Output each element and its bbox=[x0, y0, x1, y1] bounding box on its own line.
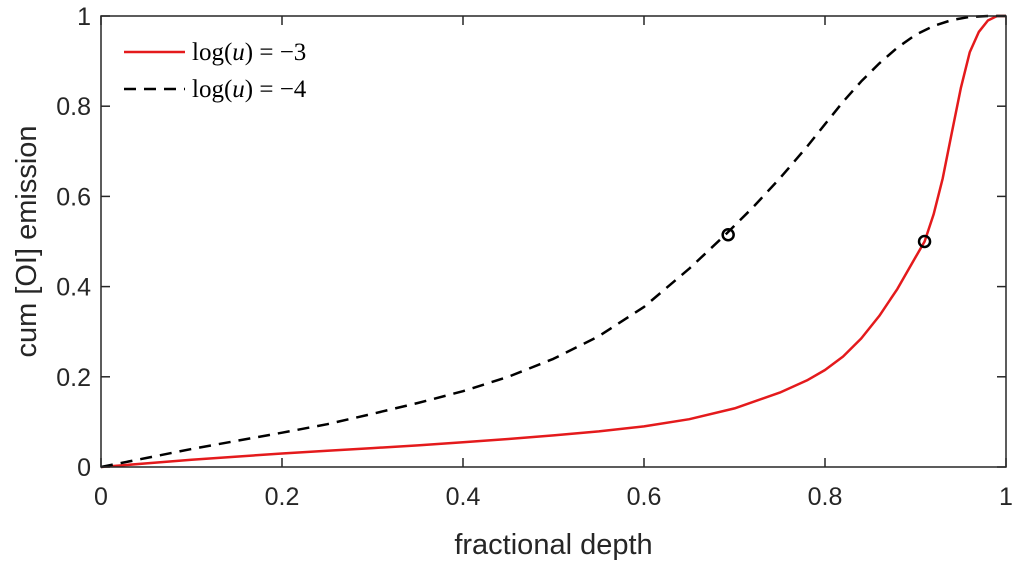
marker-log-u-3 bbox=[917, 234, 932, 249]
y-axis-label: cum [OI] emission bbox=[11, 125, 43, 357]
legend-label-log-u-4-var: u bbox=[232, 76, 245, 103]
tick-layer bbox=[100, 15, 1007, 468]
x-tick-labels: 0 0.2 0.4 0.6 0.8 1 bbox=[94, 483, 1012, 511]
x-axis-label: fractional depth bbox=[454, 529, 652, 561]
series-line-log-u-3 bbox=[100, 14, 1006, 469]
series-layer bbox=[100, 14, 1006, 469]
x-tick-label: 0.8 bbox=[808, 483, 843, 511]
plot-area bbox=[101, 16, 1006, 467]
y-tick-label: 0.6 bbox=[56, 183, 91, 211]
y-tick-label: 1 bbox=[77, 3, 91, 31]
legend-label-log-u-3-rest: ) = −3 bbox=[245, 39, 307, 66]
series-line-log-u-4 bbox=[100, 14, 1006, 469]
legend-label-log-u-3-part: log( bbox=[192, 39, 232, 66]
legend-label-log-u-4-rest: ) = −4 bbox=[245, 76, 307, 103]
legend: log(u) = −3 log(u) = −4 bbox=[124, 39, 307, 103]
y-tick-label: 0.2 bbox=[56, 364, 91, 392]
plot-frame bbox=[100, 15, 1007, 468]
legend-label-log-u-3-var: u bbox=[232, 39, 245, 66]
y-tick-label: 0 bbox=[77, 454, 91, 482]
marker-layer bbox=[721, 227, 932, 249]
marker-log-u-4 bbox=[721, 227, 735, 242]
y-tick-labels: 0 0.2 0.4 0.6 0.8 1 bbox=[56, 3, 91, 482]
legend-label-log-u-4: log(u) = −4 bbox=[192, 76, 307, 103]
x-tick-label: 0 bbox=[94, 483, 108, 511]
x-tick-label: 1 bbox=[999, 483, 1012, 511]
legend-label-log-u-3: log(u) = −3 bbox=[192, 39, 306, 66]
x-tick-label: 0.6 bbox=[627, 483, 662, 511]
y-tick-label: 0.4 bbox=[56, 274, 91, 302]
legend-label-log-u-4-part: log( bbox=[192, 76, 232, 103]
y-tick-label: 0.8 bbox=[56, 93, 91, 121]
x-tick-label: 0.4 bbox=[446, 483, 481, 511]
x-tick-label: 0.2 bbox=[265, 483, 300, 511]
